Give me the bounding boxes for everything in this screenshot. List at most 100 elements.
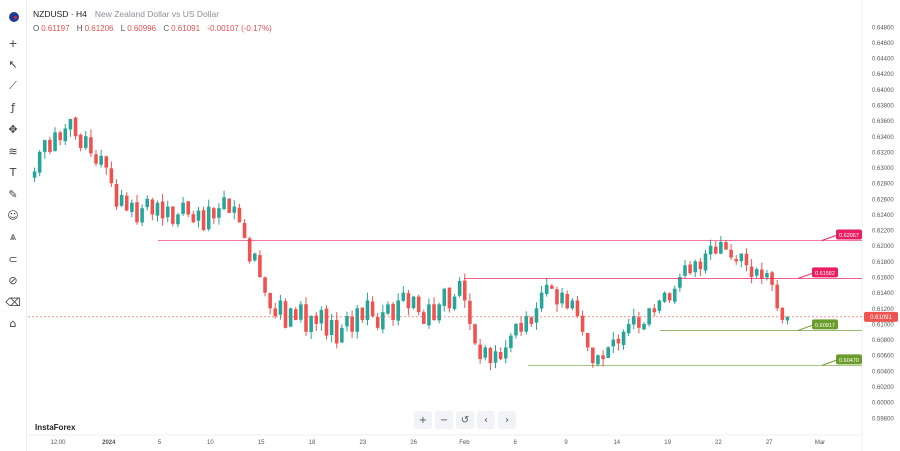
y-tick-label: 0.62800 bbox=[872, 182, 894, 188]
candle-body bbox=[258, 255, 262, 278]
candle-body bbox=[242, 222, 247, 238]
candle-body bbox=[48, 139, 52, 152]
candle-body bbox=[606, 347, 610, 358]
candle-body bbox=[744, 253, 749, 266]
candle-body bbox=[227, 198, 231, 213]
text-tool-icon[interactable]: T bbox=[9, 166, 17, 180]
y-tick-label: 0.60600 bbox=[872, 354, 894, 360]
x-tick-label: 6 bbox=[514, 440, 518, 446]
emoji-icon[interactable]: ☺ bbox=[7, 209, 19, 223]
crosshair-icon[interactable]: + bbox=[8, 36, 18, 50]
candle-body bbox=[94, 154, 98, 164]
measure-icon[interactable]: ⩓ bbox=[9, 230, 17, 244]
x-tick-label: 12:00 bbox=[50, 440, 66, 446]
zoom-in-button[interactable]: + bbox=[414, 411, 432, 429]
reset-button[interactable]: ↺ bbox=[456, 411, 474, 429]
level-connector bbox=[797, 272, 813, 279]
x-tick-label: 23 bbox=[359, 440, 366, 446]
y-tick-label: 0.64600 bbox=[872, 41, 894, 47]
candle-body bbox=[765, 273, 769, 278]
level-label: 0.60917 bbox=[815, 323, 835, 329]
candle-body bbox=[340, 327, 344, 343]
brush-icon[interactable]: ✎ bbox=[8, 187, 18, 201]
candle-body bbox=[724, 242, 728, 250]
y-tick-label: 0.63000 bbox=[872, 166, 894, 172]
candle-body bbox=[565, 294, 570, 309]
candle-body bbox=[114, 184, 119, 207]
y-tick-label: 0.64200 bbox=[872, 72, 894, 78]
x-tick-label: 18 bbox=[309, 440, 316, 446]
y-tick-label: 0.63800 bbox=[872, 103, 894, 109]
level-label: 0.61582 bbox=[815, 271, 835, 277]
candle-body bbox=[775, 284, 779, 309]
trend-line-icon[interactable]: ⟋ bbox=[9, 79, 17, 93]
x-tick-label: Feb bbox=[459, 440, 470, 446]
scroll-right-button[interactable]: › bbox=[498, 411, 516, 429]
candle-body bbox=[427, 304, 431, 326]
candle-body bbox=[457, 280, 462, 296]
zoom-out-button[interactable]: − bbox=[435, 411, 453, 429]
x-tick-label: 5 bbox=[158, 440, 162, 446]
level-connector bbox=[821, 359, 837, 366]
candle-body bbox=[37, 151, 42, 173]
brand-logo: InstaForex bbox=[35, 423, 76, 432]
candle-body bbox=[350, 316, 354, 332]
candle-body bbox=[708, 245, 713, 255]
candle-body bbox=[432, 304, 436, 321]
candle-body bbox=[734, 258, 739, 262]
candle-body bbox=[252, 253, 257, 261]
candle-body bbox=[611, 339, 616, 347]
y-tick-label: 0.63400 bbox=[872, 135, 894, 141]
pattern-icon[interactable]: ✥ bbox=[8, 122, 18, 136]
symbol-label[interactable]: NZDUSD · H4 bbox=[33, 9, 87, 19]
candle-body bbox=[201, 210, 206, 231]
x-tick-label: 27 bbox=[766, 440, 773, 446]
candle-body bbox=[672, 288, 677, 302]
candle-body bbox=[104, 156, 109, 168]
candle-body bbox=[140, 208, 144, 223]
level-label-box[interactable] bbox=[812, 267, 838, 278]
level-label-box[interactable] bbox=[812, 319, 838, 330]
candle-body bbox=[375, 317, 380, 328]
y-tick-label: 0.61400 bbox=[872, 291, 894, 297]
home-icon[interactable]: ⌂ bbox=[9, 317, 17, 331]
candle-body bbox=[544, 284, 549, 294]
candle-body bbox=[186, 201, 191, 215]
candle-body bbox=[422, 312, 426, 324]
candle-body bbox=[478, 344, 482, 360]
candle-body bbox=[667, 293, 672, 301]
candle-body bbox=[739, 253, 744, 262]
trash-icon[interactable]: ⌫ bbox=[5, 295, 21, 309]
current-price-label: 0.61091 bbox=[870, 315, 892, 321]
magnet-icon[interactable]: ⊂ bbox=[8, 252, 18, 266]
candle-body bbox=[247, 238, 252, 262]
fibonacci-icon[interactable]: ≋ bbox=[8, 144, 18, 158]
scroll-left-button[interactable]: ‹ bbox=[477, 411, 495, 429]
level-label-box[interactable] bbox=[836, 354, 862, 365]
candle-body bbox=[560, 292, 564, 304]
candle-body bbox=[534, 308, 539, 323]
candle-body bbox=[32, 171, 37, 178]
candle-body bbox=[53, 132, 57, 152]
change-value: -0.00107 (-0.17%) bbox=[207, 24, 272, 33]
candle-body bbox=[509, 335, 513, 348]
candle-body bbox=[493, 351, 498, 363]
level-label-box[interactable] bbox=[836, 229, 862, 240]
fx-indicator-icon[interactable]: ƒ bbox=[11, 101, 15, 115]
level-label: 0.60470 bbox=[839, 358, 859, 364]
candle-body bbox=[411, 296, 416, 309]
candle-body bbox=[124, 195, 129, 211]
cursor-icon[interactable]: ↖ bbox=[8, 58, 18, 72]
candle-body bbox=[678, 277, 682, 288]
candle-body bbox=[621, 331, 626, 345]
lock-drawing-icon[interactable]: ⊘ bbox=[8, 274, 18, 288]
candle-body bbox=[442, 288, 447, 306]
y-tick-label: 0.62200 bbox=[872, 229, 894, 235]
candle-body bbox=[637, 317, 641, 328]
candle-body bbox=[529, 317, 534, 324]
candle-body bbox=[596, 355, 600, 365]
y-tick-label: 0.62000 bbox=[872, 244, 894, 250]
chart-header: NZDUSD · H4 New Zealand Dollar vs US Doll… bbox=[33, 9, 219, 19]
y-tick-label: 0.64800 bbox=[872, 25, 894, 31]
